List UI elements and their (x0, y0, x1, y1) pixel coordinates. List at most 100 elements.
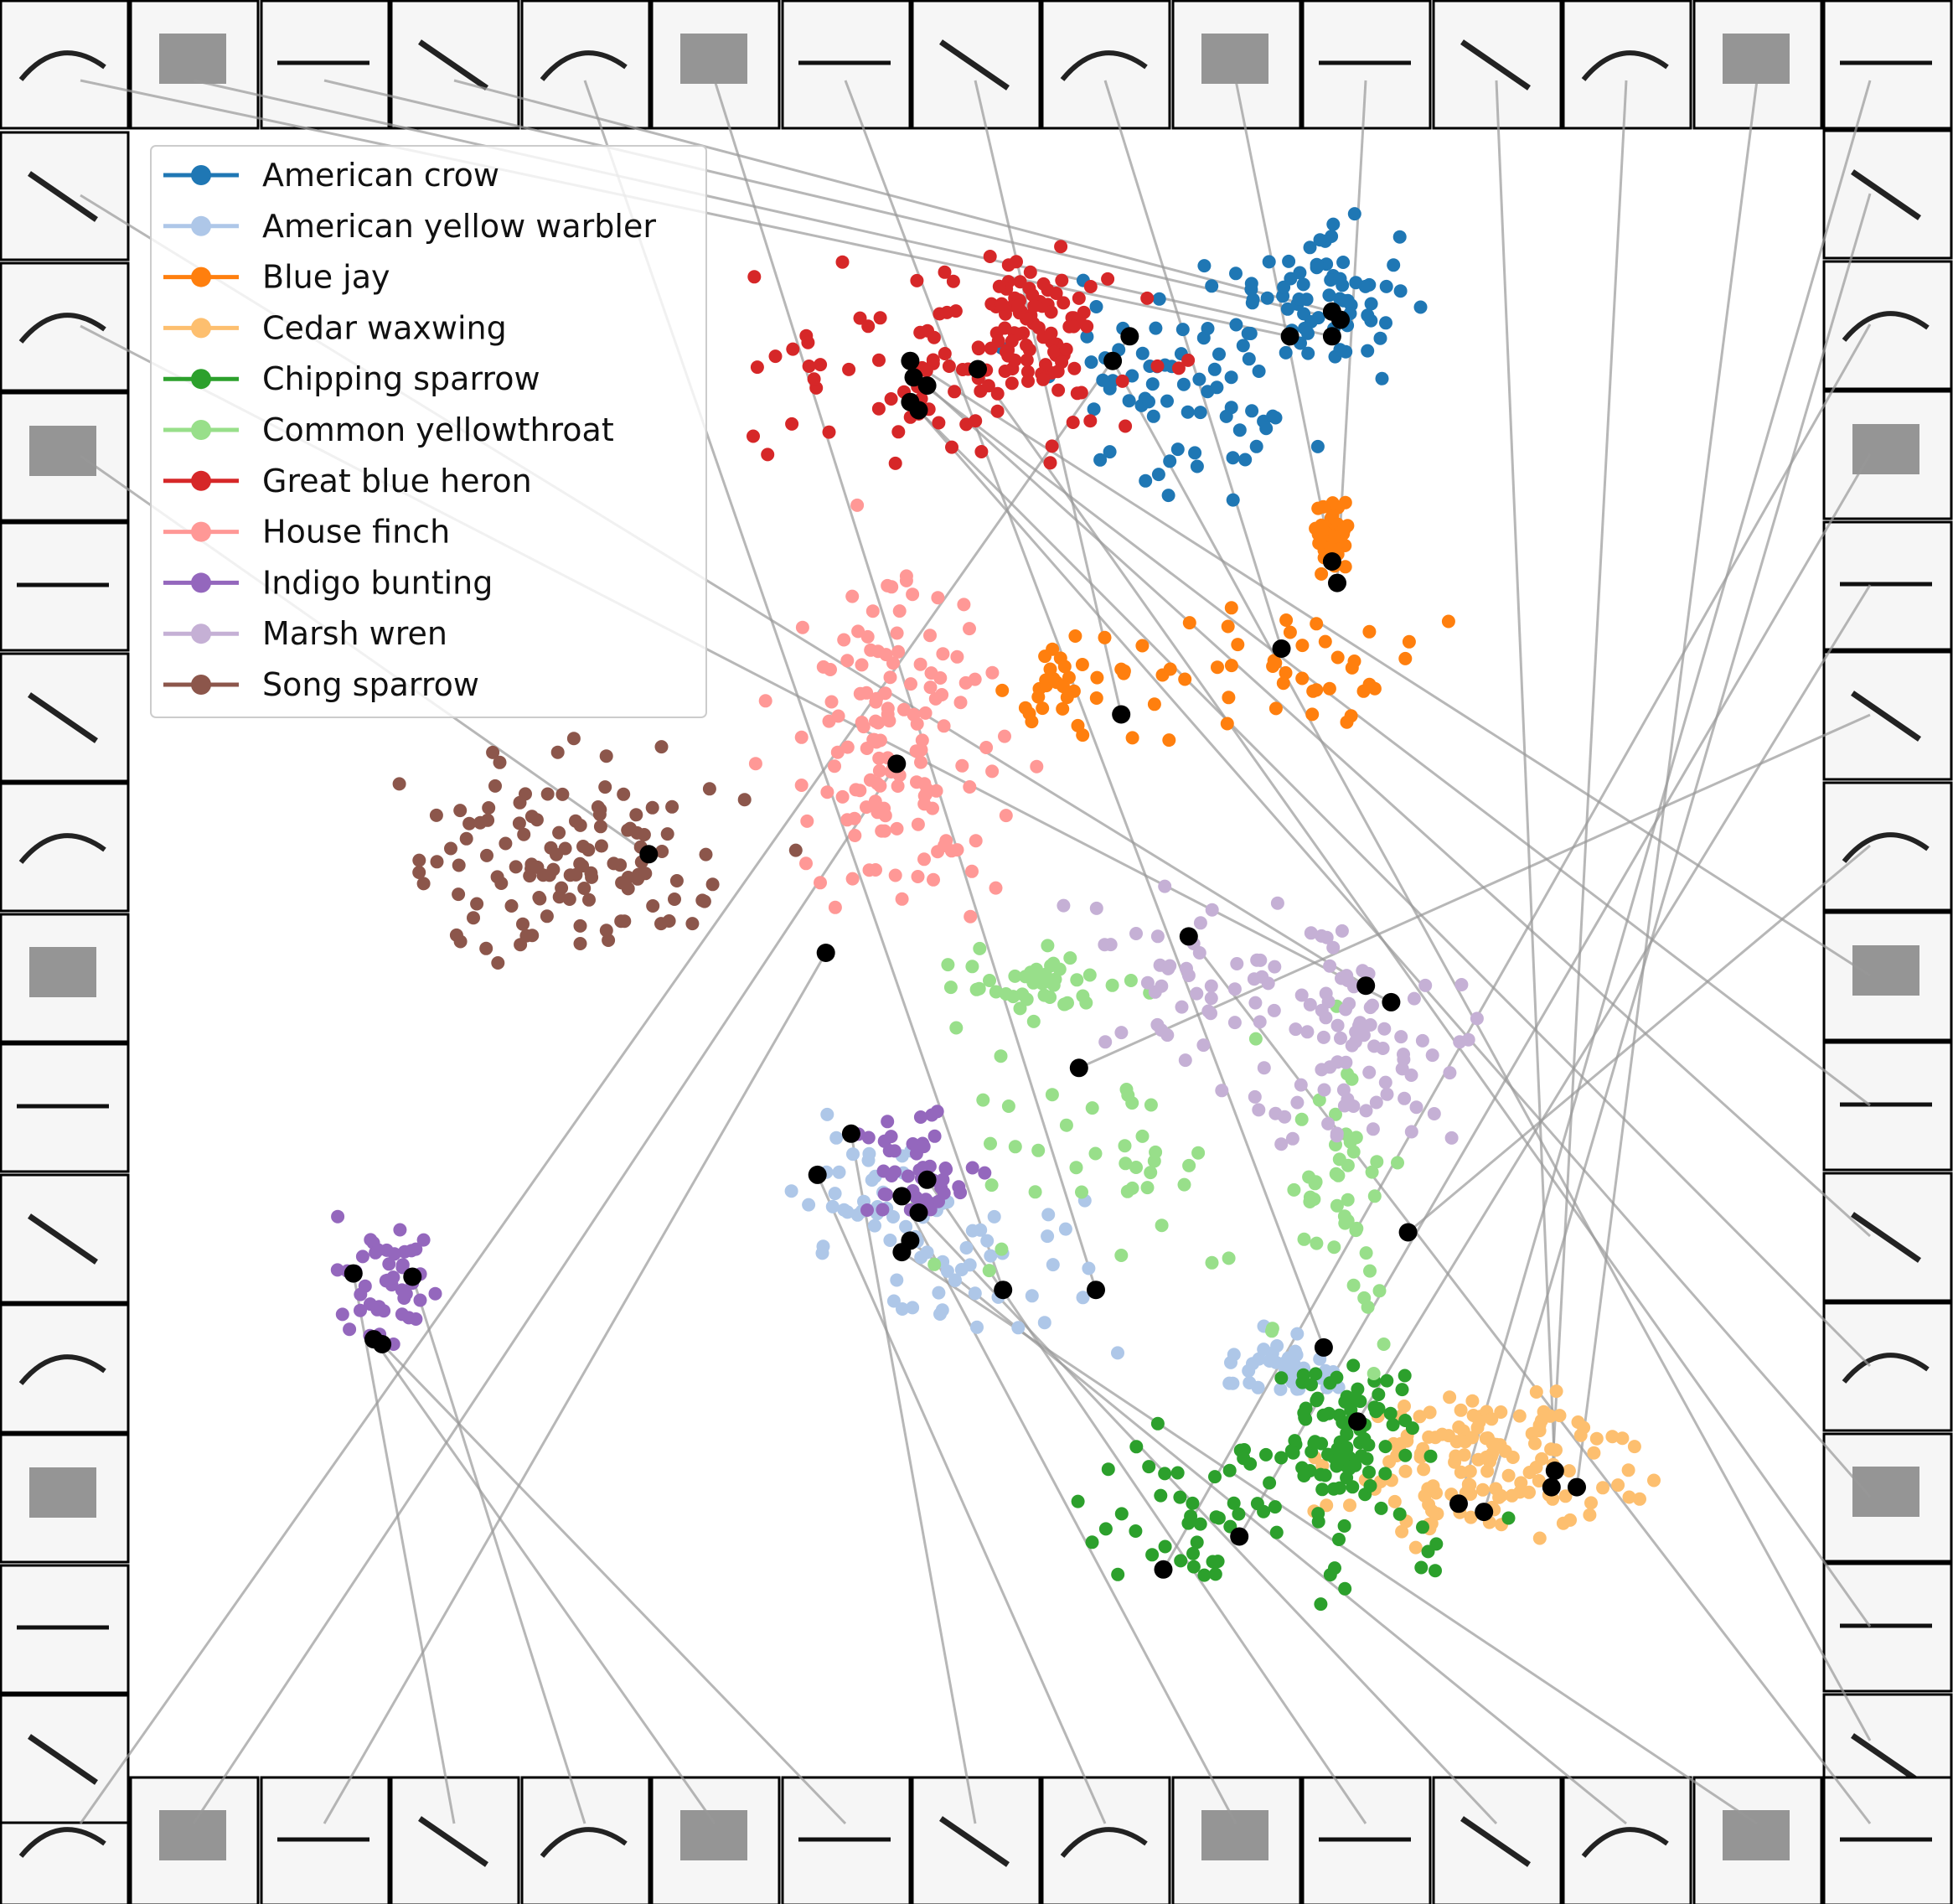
scatter-point (822, 425, 836, 439)
scatter-point (890, 1273, 904, 1287)
scatter-point (990, 404, 1005, 418)
scatter-point (1359, 1104, 1373, 1118)
scatter-point (646, 899, 660, 913)
scatter-point (1309, 1367, 1323, 1381)
scatter-point (1359, 1246, 1373, 1260)
scatter-point (1059, 1118, 1073, 1132)
scatter-point (1297, 1469, 1311, 1482)
scatter-point (699, 847, 713, 861)
scatter-point (906, 1301, 920, 1315)
scatter-point (1135, 346, 1150, 360)
scatter-point (1463, 1464, 1477, 1478)
scatter-point (950, 649, 964, 664)
scatter-point (1057, 898, 1071, 913)
scatter-point (949, 1021, 964, 1035)
scatter-point (1025, 1289, 1039, 1303)
scatter-point (1163, 959, 1177, 973)
legend-label: Indigo bunting (262, 564, 493, 601)
scatter-point (1089, 300, 1103, 313)
scatter-point (1196, 1038, 1211, 1053)
scatter-point (1274, 1451, 1289, 1465)
scatter-point (1378, 1467, 1392, 1481)
scatter-point (1150, 359, 1165, 373)
scatter-point (1031, 1143, 1046, 1157)
scatter-point (1222, 1376, 1237, 1390)
scatter-point (1340, 1426, 1354, 1441)
scatter-point (1158, 879, 1172, 893)
scatter-point (1043, 456, 1057, 470)
scatter-point (1330, 1442, 1345, 1456)
scatter-point (1043, 991, 1057, 1004)
scatter-point (786, 342, 800, 356)
scatter-point (660, 827, 674, 841)
highlighted-point (1348, 1412, 1367, 1431)
scatter-point (1025, 715, 1039, 729)
scatter-point (1241, 326, 1255, 340)
scatter-point (1013, 1001, 1027, 1016)
scatter-point (1114, 1249, 1129, 1262)
scatter-point (1051, 365, 1065, 379)
scatter-point (931, 591, 945, 605)
scatter-point (593, 803, 607, 817)
scatter-point (968, 1286, 982, 1301)
scatter-point (737, 793, 752, 807)
spectrogram-tile-frame (1822, 1301, 1953, 1432)
spectrogram-tile (260, 0, 390, 130)
scatter-point (883, 670, 897, 685)
scatter-point (1274, 1382, 1288, 1396)
scatter-point (1340, 715, 1354, 729)
scatter-point (1145, 377, 1160, 391)
spectrogram-tile (0, 652, 130, 783)
scatter-point (998, 321, 1012, 335)
scatter-point (1364, 297, 1378, 311)
scatter-point (860, 629, 875, 644)
scatter-point (1293, 266, 1307, 280)
scatter-point (1118, 1139, 1132, 1153)
scatter-point (594, 839, 608, 853)
scatter-point (1067, 319, 1081, 334)
scatter-point (1294, 1112, 1309, 1126)
scatter-point (828, 900, 842, 914)
scatter-point (453, 934, 468, 949)
highlighted-point (994, 1281, 1013, 1300)
legend-entry: American yellow warbler (163, 208, 656, 245)
scatter-point (598, 780, 612, 794)
scatter-point (1232, 423, 1247, 437)
connector-line (917, 409, 1872, 1498)
scatter-point (888, 456, 902, 470)
scatter-point (1015, 987, 1030, 1001)
scatter-point (1379, 316, 1392, 330)
scatter-point (995, 683, 1010, 697)
scatter-point (944, 844, 958, 858)
connector-line (381, 1343, 847, 1825)
scatter-point (948, 1273, 962, 1287)
scatter-point (1394, 1030, 1408, 1044)
scatter-point (846, 1147, 860, 1162)
scatter-point (585, 870, 599, 884)
scatter-point (1268, 1106, 1283, 1120)
scatter-point (685, 917, 700, 931)
scatter-point (1346, 1099, 1361, 1113)
scatter-point (1243, 1376, 1257, 1389)
scatter-point (1191, 1146, 1206, 1160)
scatter-point (1028, 1185, 1042, 1199)
scatter-point (865, 604, 880, 618)
connector-line (1550, 80, 1628, 1488)
scatter-point (1071, 1494, 1085, 1508)
spectrogram-tile-frame (0, 782, 130, 913)
scatter-point (1186, 1496, 1200, 1510)
scatter-point (462, 816, 477, 830)
scatter-point (881, 1115, 895, 1129)
scatter-point (1404, 1125, 1418, 1139)
scatter-point (802, 360, 816, 373)
scatter-point (938, 265, 952, 279)
highlighted-point (1545, 1462, 1564, 1480)
scatter-point (1215, 1084, 1229, 1098)
scatter-point (617, 787, 631, 801)
scatter-point (820, 785, 834, 799)
scatter-point (871, 401, 886, 416)
scatter-point (983, 250, 997, 263)
scatter-point (868, 794, 882, 809)
scatter-point (1528, 1436, 1542, 1451)
scatter-point (881, 707, 895, 722)
